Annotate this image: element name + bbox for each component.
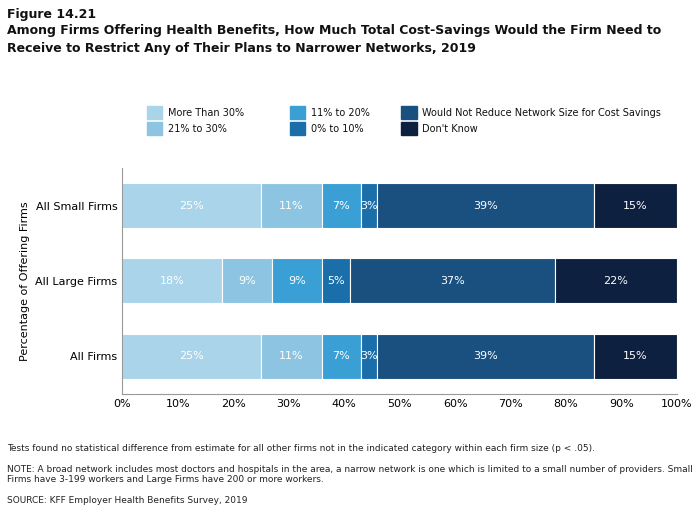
Text: 18%: 18%: [160, 276, 184, 286]
Text: 3%: 3%: [360, 351, 378, 361]
Text: Tests found no statistical difference from estimate for all other firms not in t: Tests found no statistical difference fr…: [7, 444, 595, 453]
Text: 11%: 11%: [279, 351, 304, 361]
Text: 25%: 25%: [179, 201, 204, 211]
Text: 22%: 22%: [604, 276, 628, 286]
Bar: [594, 183, 677, 228]
Text: 9%: 9%: [238, 276, 256, 286]
Bar: [322, 258, 350, 303]
Text: 9%: 9%: [288, 276, 306, 286]
Text: Among Firms Offering Health Benefits, How Much Total Cost-Savings Would the Firm: Among Firms Offering Health Benefits, Ho…: [7, 24, 661, 55]
Bar: [378, 333, 594, 379]
Y-axis label: Percentage of Offering Firms: Percentage of Offering Firms: [20, 201, 29, 361]
Text: 39%: 39%: [473, 351, 498, 361]
Text: 39%: 39%: [473, 201, 498, 211]
Bar: [222, 258, 272, 303]
Bar: [361, 333, 378, 379]
Bar: [350, 258, 555, 303]
Text: Figure 14.21: Figure 14.21: [7, 8, 96, 21]
Text: 7%: 7%: [332, 201, 350, 211]
Text: 11%: 11%: [279, 201, 304, 211]
Text: NOTE: A broad network includes most doctors and hospitals in the area, a narrow : NOTE: A broad network includes most doct…: [7, 465, 693, 484]
Text: Would Not Reduce Network Size for Cost Savings: Would Not Reduce Network Size for Cost S…: [422, 108, 661, 118]
Bar: [272, 258, 322, 303]
Text: Don't Know: Don't Know: [422, 123, 478, 134]
Text: 0% to 10%: 0% to 10%: [311, 123, 363, 134]
Text: More Than 30%: More Than 30%: [168, 108, 244, 118]
Bar: [594, 333, 677, 379]
Bar: [122, 258, 222, 303]
Text: 25%: 25%: [179, 351, 204, 361]
Bar: [122, 333, 261, 379]
Bar: [378, 183, 594, 228]
Text: 37%: 37%: [440, 276, 465, 286]
Bar: [122, 183, 261, 228]
Bar: [261, 183, 322, 228]
Text: SOURCE: KFF Employer Health Benefits Survey, 2019: SOURCE: KFF Employer Health Benefits Sur…: [7, 496, 248, 505]
Bar: [261, 333, 322, 379]
Text: 5%: 5%: [327, 276, 345, 286]
Bar: [322, 333, 361, 379]
Text: 11% to 20%: 11% to 20%: [311, 108, 369, 118]
Text: 15%: 15%: [623, 201, 648, 211]
Text: 7%: 7%: [332, 351, 350, 361]
Bar: [555, 258, 677, 303]
Text: 15%: 15%: [623, 351, 648, 361]
Bar: [322, 183, 361, 228]
Bar: [361, 183, 378, 228]
Text: 21% to 30%: 21% to 30%: [168, 123, 226, 134]
Text: 3%: 3%: [360, 201, 378, 211]
